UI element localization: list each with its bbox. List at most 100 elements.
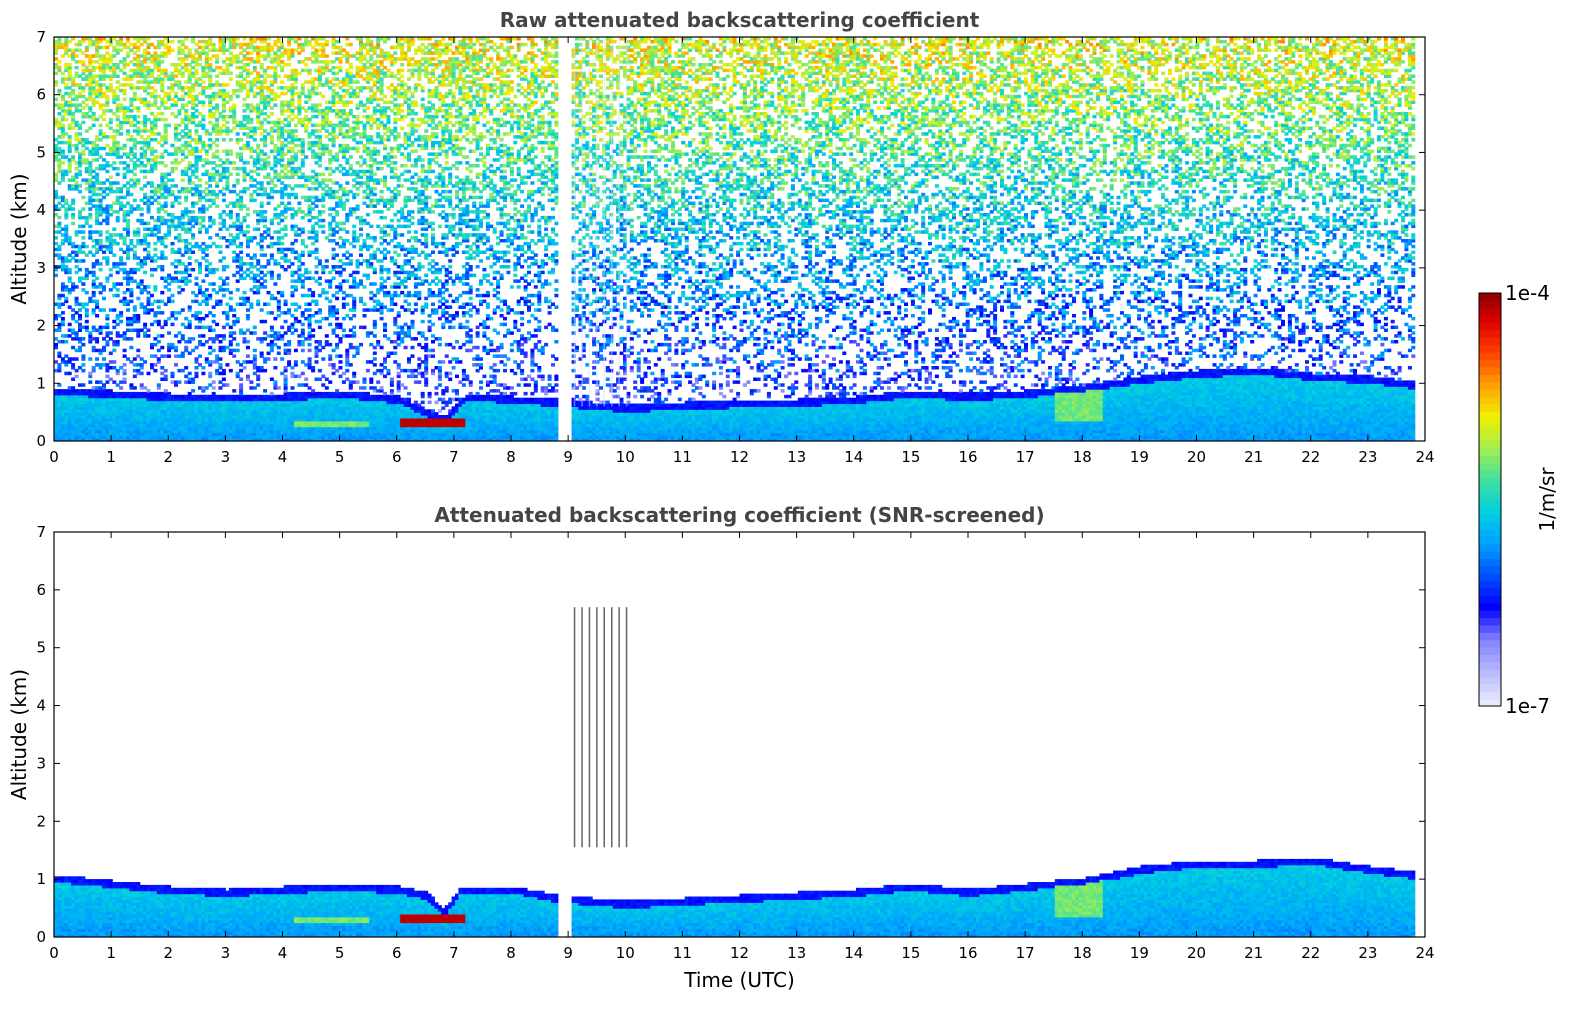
heatmap-cell — [187, 80, 192, 84]
heatmap-cell — [95, 83, 100, 87]
heatmap-cell — [184, 227, 189, 231]
heatmap-cell — [84, 166, 89, 171]
heatmap-cell — [163, 54, 168, 58]
heatmap-cell — [57, 39, 62, 44]
heatmap-cell — [112, 406, 117, 410]
heatmap-cell — [54, 146, 58, 151]
heatmap-cell — [174, 354, 178, 358]
heatmap-cell — [191, 181, 196, 185]
heatmap-cell — [102, 412, 106, 416]
heatmap-cell — [126, 218, 130, 223]
heatmap-cell — [225, 149, 230, 153]
heatmap-cell — [91, 97, 96, 102]
heatmap-cell — [191, 112, 196, 116]
heatmap-cell — [283, 192, 288, 197]
heatmap-cell — [143, 114, 148, 119]
heatmap-cell — [204, 227, 209, 231]
heatmap-cell — [67, 239, 72, 243]
heatmap-cell — [112, 146, 117, 151]
heatmap-cell — [95, 135, 100, 139]
heatmap-cell — [91, 270, 96, 275]
heatmap-cell — [256, 86, 261, 90]
heatmap-cell — [276, 221, 281, 226]
heatmap-cell — [81, 325, 86, 330]
heatmap-cell — [269, 187, 274, 191]
heatmap-cell — [105, 314, 110, 318]
heatmap-cell — [102, 164, 106, 168]
heatmap-cell — [287, 201, 292, 205]
heatmap-cell — [57, 423, 62, 428]
heatmap-cell — [160, 435, 165, 439]
heatmap-cell — [187, 429, 192, 433]
heatmap-cell — [78, 215, 82, 220]
heatmap-cell — [184, 420, 189, 425]
heatmap-cell — [129, 400, 134, 405]
heatmap-cell — [187, 161, 192, 165]
heatmap-cell — [132, 368, 137, 373]
heatmap-cell — [300, 273, 305, 278]
heatmap-cell — [105, 239, 110, 243]
heatmap-cell — [122, 290, 127, 295]
heatmap-cell — [81, 397, 86, 402]
heatmap-cell — [163, 400, 168, 405]
heatmap-cell — [78, 435, 82, 439]
heatmap-cell — [170, 426, 175, 431]
heatmap-cell — [249, 135, 254, 139]
heatmap-cell — [174, 184, 178, 188]
heatmap-cell — [204, 340, 209, 344]
heatmap-cell — [126, 39, 130, 44]
heatmap-cell — [143, 400, 148, 405]
heatmap-cell — [167, 426, 172, 431]
heatmap-cell — [71, 394, 76, 399]
heatmap-cell — [221, 383, 226, 387]
heatmap-cell — [194, 138, 199, 142]
heatmap-cell — [74, 48, 79, 52]
heatmap-cell — [143, 60, 148, 64]
heatmap-cell — [167, 409, 172, 413]
heatmap-cell — [225, 63, 230, 67]
heatmap-cell — [187, 423, 192, 428]
heatmap-cell — [143, 325, 148, 330]
heatmap-cell — [239, 377, 244, 381]
heatmap-cell — [170, 314, 175, 318]
heatmap-cell — [174, 316, 178, 321]
heatmap-cell — [95, 409, 100, 413]
heatmap-cell — [170, 103, 175, 107]
heatmap-cell — [143, 412, 148, 416]
heatmap-cell — [198, 120, 202, 125]
heatmap-cell — [122, 175, 127, 179]
heatmap-cell — [177, 354, 182, 358]
heatmap-cell — [74, 106, 79, 110]
heatmap-cell — [91, 100, 96, 104]
heatmap-cell — [187, 135, 192, 139]
heatmap-cell — [98, 389, 103, 393]
heatmap-cell — [283, 143, 288, 148]
heatmap-cell — [67, 259, 72, 263]
heatmap-cell — [105, 152, 110, 156]
heatmap-cell — [156, 311, 161, 315]
heatmap-cell — [174, 397, 178, 402]
heatmap-cell — [146, 210, 151, 214]
heatmap-cell — [198, 63, 202, 67]
heatmap-cell — [91, 368, 96, 373]
heatmap-cell — [167, 233, 172, 237]
heatmap-cell — [95, 175, 100, 179]
heatmap-cell — [91, 262, 96, 266]
heatmap-cell — [54, 426, 58, 431]
heatmap-cell — [143, 397, 148, 402]
heatmap-cell — [146, 412, 151, 416]
heatmap-cell — [221, 334, 226, 338]
heatmap-cell — [156, 195, 161, 200]
heatmap-cell — [129, 97, 134, 102]
heatmap-cell — [198, 100, 202, 104]
heatmap-cell — [211, 172, 216, 177]
heatmap-cell — [84, 83, 89, 87]
heatmap-cell — [88, 37, 93, 41]
heatmap-cell — [201, 415, 206, 419]
heatmap-cell — [208, 371, 213, 376]
heatmap-cell — [198, 112, 202, 116]
heatmap-cell — [88, 215, 93, 220]
heatmap-cell — [150, 293, 154, 298]
heatmap-cell — [232, 184, 237, 188]
heatmap-cell — [184, 68, 189, 73]
